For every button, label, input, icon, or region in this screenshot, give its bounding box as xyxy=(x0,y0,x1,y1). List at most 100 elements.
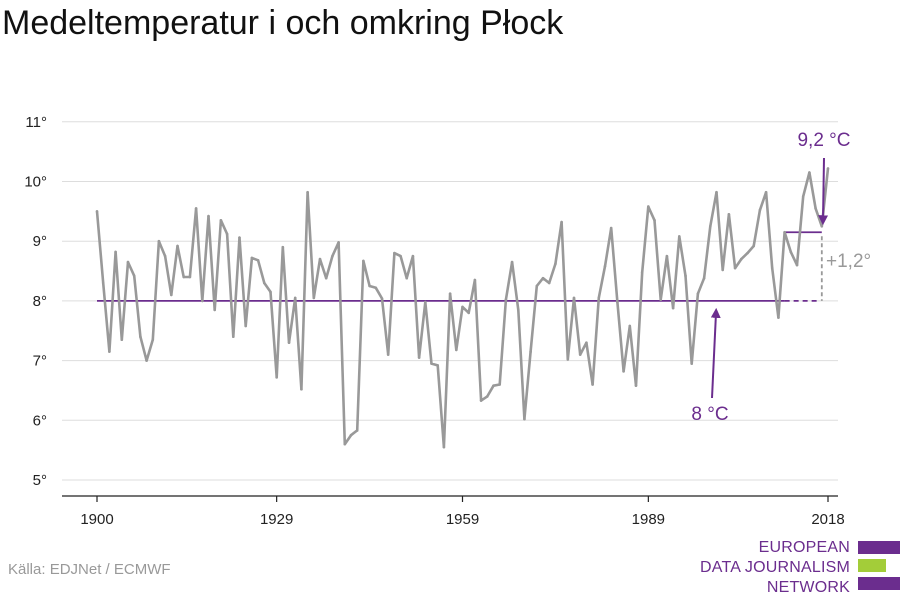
data-point xyxy=(393,251,396,255)
data-point xyxy=(430,362,433,365)
data-point xyxy=(95,210,99,213)
data-point xyxy=(529,350,532,353)
x-tick-label-1959: 1959 xyxy=(446,511,479,528)
data-point xyxy=(746,251,749,255)
data-point xyxy=(114,250,117,254)
x-axis-ticks: 1900 1929 1959 1989 2018 xyxy=(62,495,845,528)
data-point xyxy=(467,311,470,315)
data-point xyxy=(770,266,774,270)
data-point xyxy=(727,213,731,216)
data-point xyxy=(801,195,805,198)
data-point xyxy=(355,429,359,432)
data-point xyxy=(547,281,551,285)
data-point xyxy=(572,296,576,300)
data-point xyxy=(293,296,297,300)
data-point xyxy=(603,264,607,268)
x-tick-label-2018: 2018 xyxy=(811,511,844,528)
data-point xyxy=(101,281,105,285)
data-point xyxy=(696,292,700,296)
data-point xyxy=(126,260,130,264)
data-point xyxy=(194,207,198,210)
data-point xyxy=(262,281,266,285)
data-point xyxy=(448,292,452,296)
data-point xyxy=(337,241,340,244)
data-point xyxy=(281,245,285,249)
annotation-base-arrow xyxy=(710,307,721,399)
data-point xyxy=(690,362,694,365)
annotation-recent-label: 9,2 °C xyxy=(797,130,850,151)
data-point xyxy=(374,286,378,290)
data-point xyxy=(157,239,161,243)
data-point xyxy=(312,296,316,300)
series-layer xyxy=(95,167,830,449)
data-point xyxy=(331,254,334,258)
logo-line-1: EUROPEAN xyxy=(758,539,850,556)
data-point xyxy=(783,230,786,234)
data-point xyxy=(300,387,303,391)
data-point xyxy=(269,290,272,294)
baseline-layer xyxy=(97,231,823,302)
data-point xyxy=(120,338,124,342)
data-point xyxy=(659,298,663,302)
x-tick-label-1900: 1900 xyxy=(80,511,113,528)
data-point xyxy=(411,254,415,258)
x-tick-label-1989: 1989 xyxy=(632,511,665,528)
data-point xyxy=(349,433,353,437)
data-point xyxy=(473,278,477,282)
data-point xyxy=(306,190,309,194)
data-point xyxy=(182,275,186,279)
data-point xyxy=(758,208,762,212)
data-point xyxy=(808,171,811,174)
data-point xyxy=(424,300,427,304)
data-point xyxy=(609,226,613,230)
data-point xyxy=(795,263,799,267)
data-point xyxy=(244,324,247,328)
data-point xyxy=(721,268,724,272)
data-point xyxy=(510,260,514,264)
data-point xyxy=(380,297,384,300)
data-point xyxy=(764,190,768,194)
data-point xyxy=(176,244,179,248)
y-tick-label-7: 7° xyxy=(33,353,47,370)
data-point xyxy=(219,219,223,222)
data-point xyxy=(566,358,570,361)
data-point xyxy=(132,274,136,278)
data-point xyxy=(715,190,718,194)
data-point xyxy=(151,338,155,342)
y-tick-label-11: 11° xyxy=(25,114,47,131)
data-point xyxy=(343,442,347,446)
data-point xyxy=(479,399,483,402)
y-tick-label-5: 5° xyxy=(33,472,47,489)
data-point xyxy=(684,274,687,278)
logo-bar-purple-top xyxy=(858,541,900,554)
data-point xyxy=(622,370,625,373)
data-point xyxy=(826,167,830,170)
data-point xyxy=(417,356,421,359)
y-tick-label-10: 10° xyxy=(24,174,47,191)
data-point xyxy=(628,324,632,328)
data-point xyxy=(653,219,656,222)
x-tick-label-1929: 1929 xyxy=(260,511,293,528)
data-point xyxy=(702,276,706,280)
data-point xyxy=(318,257,322,261)
data-point xyxy=(739,257,743,261)
data-point xyxy=(671,306,675,310)
data-point xyxy=(492,384,495,387)
data-point xyxy=(752,244,755,248)
y-axis-ticks: 5° 6° 7° 8° 9° 10° 11° xyxy=(24,114,47,489)
data-point xyxy=(498,383,501,386)
data-point xyxy=(616,300,619,304)
data-point xyxy=(201,299,204,303)
data-point xyxy=(733,266,737,270)
data-point xyxy=(324,276,328,280)
data-point xyxy=(225,232,229,236)
data-point xyxy=(820,224,824,228)
data-point xyxy=(535,284,539,288)
data-point xyxy=(591,383,594,386)
y-tick-label-9: 9° xyxy=(33,233,47,250)
data-point xyxy=(665,254,669,258)
data-point xyxy=(708,224,712,228)
data-point xyxy=(368,284,371,288)
data-point xyxy=(442,445,446,449)
data-point xyxy=(275,376,278,379)
